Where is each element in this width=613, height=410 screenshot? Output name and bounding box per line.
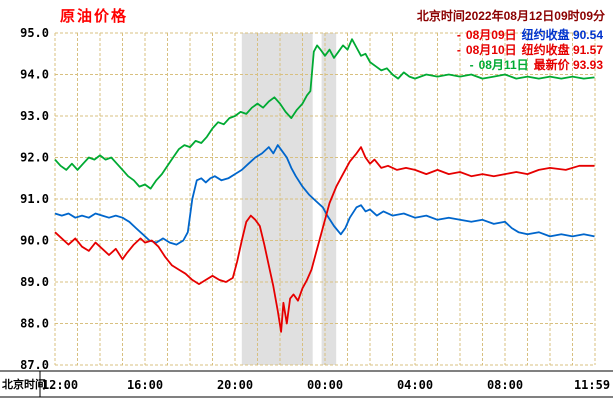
legend-item: -08月11日 最新价 93.93 — [457, 58, 603, 73]
y-tick-label: 95.0 — [20, 26, 49, 40]
legend-value: 纽约收盘 91.57 — [521, 43, 603, 57]
legend-date: 08月11日 — [478, 58, 529, 72]
legend-value: 最新价 93.93 — [533, 58, 603, 72]
legend-item: -08月09日 纽约收盘 90.54 — [457, 28, 603, 43]
y-tick-label: 88.0 — [20, 317, 49, 331]
legend-item: -08月10日 纽约收盘 91.57 — [457, 43, 603, 58]
y-tick-label: 87.0 — [20, 358, 49, 372]
y-tick-label: 89.0 — [20, 275, 49, 289]
legend: -08月09日 纽约收盘 90.54-08月10日 纽约收盘 91.57-08月11… — [457, 28, 603, 73]
legend-line-marker: - — [456, 28, 461, 42]
market-break-band — [321, 33, 337, 365]
page-title: 原油价格 — [60, 8, 129, 25]
legend-date: 08月09日 — [465, 28, 517, 42]
x-axis-caption: 北京时间 — [2, 377, 46, 391]
price-line-08-10 — [54, 146, 595, 333]
legend-value: 纽约收盘 90.54 — [521, 28, 603, 42]
legend-line-marker: - — [469, 58, 474, 72]
legend-line-marker: - — [456, 43, 461, 57]
beijing-timestamp: 北京时间2022年08月12日09时09分 — [416, 9, 605, 23]
legend-date: 08月10日 — [465, 43, 517, 57]
x-tick-label: 04:00 — [397, 378, 433, 392]
y-tick-label: 94.0 — [20, 68, 49, 82]
y-tick-label: 92.0 — [20, 151, 49, 165]
price-line-08-11 — [54, 38, 595, 190]
x-tick-label: 00:00 — [307, 378, 343, 392]
x-tick-label: 12:00 — [42, 378, 78, 392]
y-tick-label: 91.0 — [20, 192, 49, 206]
price-line-08-09 — [54, 144, 595, 246]
x-tick-label: 11:59 — [574, 378, 610, 392]
x-tick-label: 08:00 — [487, 378, 523, 392]
x-tick-label: 16:00 — [127, 378, 163, 392]
y-tick-label: 93.0 — [20, 109, 49, 123]
y-tick-label: 90.0 — [20, 234, 49, 248]
x-tick-label: 20:00 — [217, 378, 253, 392]
